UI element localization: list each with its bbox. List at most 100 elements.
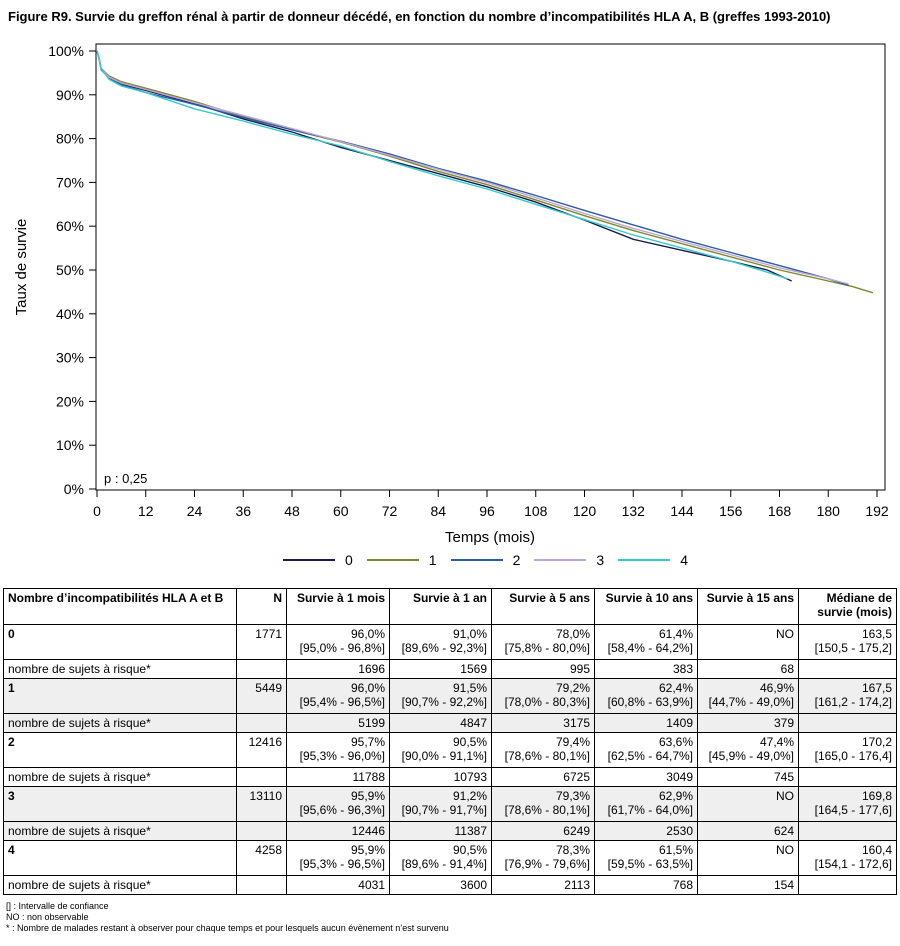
cell-ci: [161,2 - 174,2] <box>814 695 892 709</box>
survival-cell: 96,0% [95,4% - 96,5%] <box>286 678 390 714</box>
risk-count: 68 <box>697 659 799 679</box>
cell-ci: [62,5% - 64,7%] <box>607 749 693 763</box>
cell-value: 79,4% <box>555 735 590 749</box>
cell-ci: [60,8% - 63,9%] <box>607 695 693 709</box>
survival-cell: 95,9% [95,6% - 96,3%] <box>286 786 390 822</box>
risk-count: 3049 <box>594 767 698 787</box>
cell-value: NO <box>776 627 794 641</box>
cell-ci: [90,0% - 91,1%] <box>401 749 487 763</box>
cell-value: 78,3% <box>555 843 590 857</box>
survival-cell: 61,5% [59,5% - 63,5%] <box>594 840 698 876</box>
legend-item-4: 4 <box>618 552 688 568</box>
cell-value: 95,9% <box>350 789 385 803</box>
cell-ci: [78,6% - 80,1%] <box>504 803 590 817</box>
table-row-risk-2: nombre de sujets à risque* 11788 10793 6725… <box>3 767 897 787</box>
survival-cell: 46,9% [44,7% - 49,0%] <box>697 678 799 714</box>
table-row-group-0: 0 1771 96,0% [95,0% - 96,8%] 91,0% [89,6% - 9… <box>3 624 897 660</box>
risk-median-empty <box>798 875 897 895</box>
survival-cell: 170,2 [165,0 - 176,4] <box>798 732 897 768</box>
risk-median-empty <box>798 821 897 841</box>
survival-cell: NO <box>697 624 799 660</box>
y-tick-label: 30% <box>56 350 84 366</box>
cell-ci: [44,7% - 49,0%] <box>708 695 794 709</box>
group-n: 5449 <box>236 678 287 714</box>
x-tick-label: 168 <box>768 503 792 519</box>
risk-label: nombre de sujets à risque* <box>3 713 237 733</box>
x-tick-label: 192 <box>865 503 889 519</box>
survival-cell: 96,0% [95,0% - 96,8%] <box>286 624 390 660</box>
cell-value: 2113 <box>564 878 590 892</box>
survival-cell: 79,4% [78,6% - 80,1%] <box>491 732 595 768</box>
cell-value: 5449 <box>255 681 282 695</box>
risk-count: 6725 <box>491 767 595 787</box>
group-label: 4 <box>3 840 237 876</box>
cell-value: 3049 <box>666 770 693 784</box>
survival-cell: 90,5% [89,6% - 91,4%] <box>389 840 492 876</box>
table-notes: [] : Intervalle de confiance NO : non ob… <box>6 901 449 934</box>
cell-ci: [89,6% - 92,3%] <box>401 641 487 655</box>
x-tick-label: 24 <box>187 503 203 519</box>
cell-value: 154 <box>773 878 794 892</box>
col-header-10-years: Survie à 10 ans <box>594 588 698 625</box>
y-tick-label: 90% <box>56 87 84 103</box>
legend-swatch <box>450 559 503 561</box>
cell-value: NO <box>776 789 794 803</box>
x-tick-label: 48 <box>284 503 300 519</box>
x-tick-label: 132 <box>622 503 646 519</box>
table-row-group-3: 3 13110 95,9% [95,6% - 96,3%] 91,2% [90,7% - … <box>3 786 897 822</box>
risk-count: 11387 <box>389 821 492 841</box>
cell-value: 383 <box>672 662 693 676</box>
risk-count: 5199 <box>286 713 390 733</box>
series-line-1 <box>96 50 874 294</box>
survival-cell: 47,4% [45,9% - 49,0%] <box>697 732 799 768</box>
cell-ci: [78,0% - 80,3%] <box>504 695 590 709</box>
cell-value: 4 <box>8 843 15 857</box>
risk-count: 383 <box>594 659 698 679</box>
survival-cell: 95,7% [95,3% - 96,0%] <box>286 732 390 768</box>
cell-ci: [150,5 - 175,2] <box>814 641 892 655</box>
x-tick-label: 96 <box>479 503 495 519</box>
x-tick-label: 0 <box>93 503 101 519</box>
cell-value: 95,9% <box>350 843 385 857</box>
x-tick-label: 60 <box>333 503 349 519</box>
risk-count: 1569 <box>389 659 492 679</box>
cell-ci: [76,9% - 79,6%] <box>504 857 590 871</box>
table-row-group-2: 2 12416 95,7% [95,3% - 96,0%] 90,5% [90,0% - … <box>3 732 897 768</box>
cell-value: 91,2% <box>452 789 487 803</box>
y-axis: 0% 10% 20% 30% 40% 50% 60% 70% 80% 90% 100% <box>48 43 96 497</box>
group-label: 3 <box>3 786 237 822</box>
cell-ci: [95,3% - 96,0%] <box>299 749 385 763</box>
table-row-risk-3: nombre de sujets à risque* 12446 11387 6249… <box>3 821 897 841</box>
survival-cell: 90,5% [90,0% - 91,1%] <box>389 732 492 768</box>
survival-cell: NO <box>697 786 799 822</box>
cell-value: nombre de sujets à risque* <box>8 824 151 838</box>
legend-label: 2 <box>512 552 521 568</box>
risk-count: 4031 <box>286 875 390 895</box>
survival-cell: 78,3% [76,9% - 79,6%] <box>491 840 595 876</box>
risk-count: 3175 <box>491 713 595 733</box>
group-n: 13110 <box>236 786 287 822</box>
cell-value: 11387 <box>454 824 487 838</box>
legend-item-2: 2 <box>450 552 521 568</box>
survival-cell: 63,6% [62,5% - 64,7%] <box>594 732 698 768</box>
chart-legend: 0 1 2 3 4 <box>283 552 702 568</box>
table-row-risk-4: nombre de sujets à risque* 4031 3600 2113 76… <box>3 875 897 895</box>
survival-cell: 91,0% [89,6% - 92,3%] <box>389 624 492 660</box>
cell-value: 3 <box>8 789 15 803</box>
y-tick-label: 20% <box>56 393 84 409</box>
cell-ci: [164,5 - 177,6] <box>814 803 892 817</box>
cell-value: 163,5 <box>861 627 892 641</box>
cell-value: 90,5% <box>452 735 487 749</box>
risk-count: 2530 <box>594 821 698 841</box>
legend-item-0: 0 <box>283 552 353 568</box>
risk-count: 995 <box>491 659 595 679</box>
risk-n-empty <box>236 713 287 733</box>
survival-cell: 167,5 [161,2 - 174,2] <box>798 678 897 714</box>
legend-label: 0 <box>345 552 353 568</box>
cell-value: 95,7% <box>350 735 385 749</box>
x-tick-label: 36 <box>235 503 251 519</box>
cell-ci: [59,5% - 63,5%] <box>607 857 693 871</box>
cell-value: 46,9% <box>759 681 794 695</box>
cell-ci: [95,6% - 96,3%] <box>299 803 385 817</box>
risk-median-empty <box>798 767 897 787</box>
